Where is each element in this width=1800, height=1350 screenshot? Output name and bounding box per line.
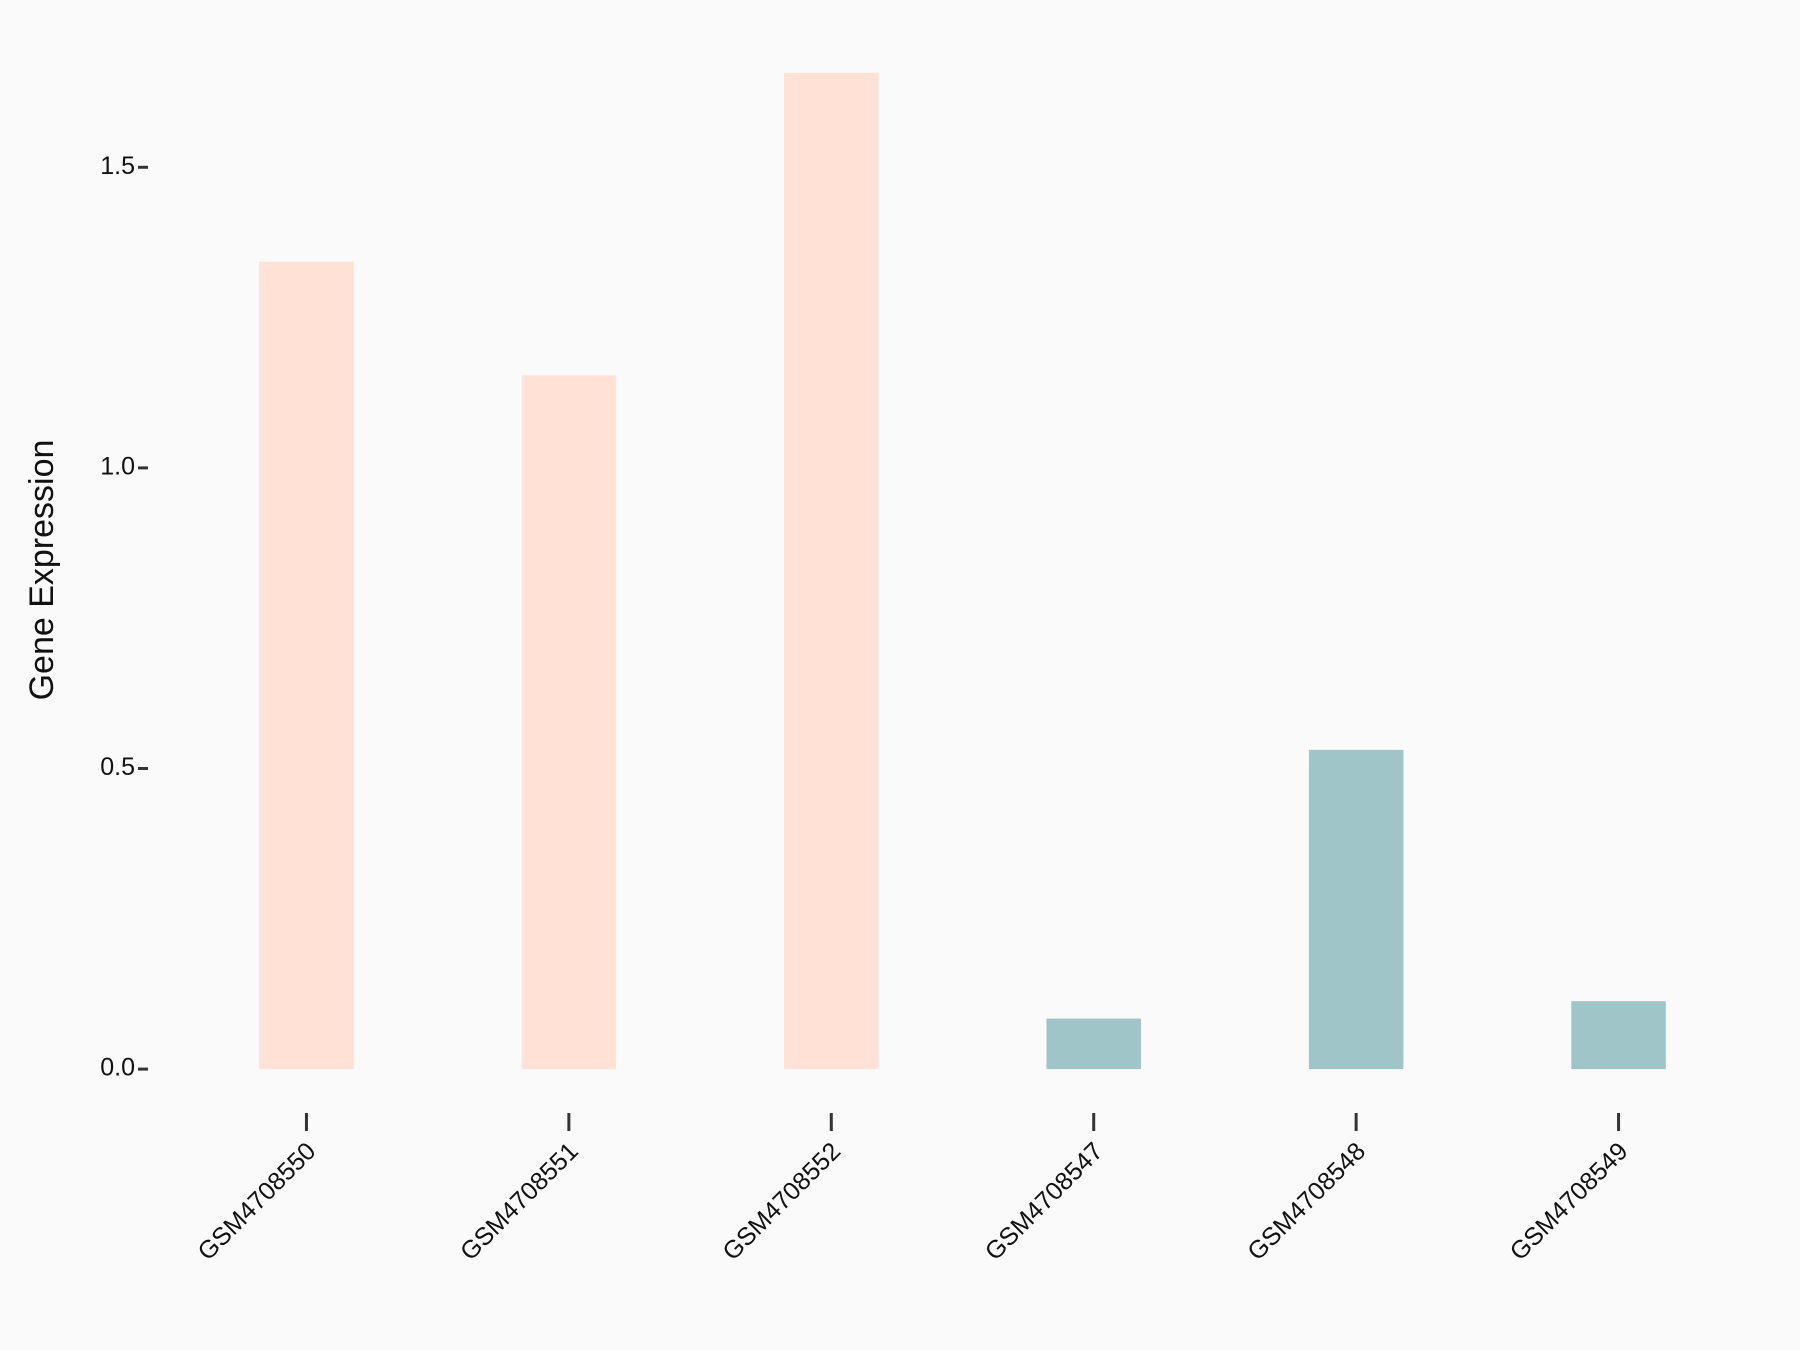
y-tick-label: 1.5 <box>100 152 135 180</box>
y-tick-label: 1.0 <box>100 453 135 481</box>
bar <box>1571 1001 1666 1070</box>
y-tick-label: 0.0 <box>100 1054 135 1082</box>
y-axis-title: Gene Expression <box>23 440 61 701</box>
bar <box>1308 749 1404 1070</box>
bar <box>521 375 617 1070</box>
y-tick-label: 0.5 <box>100 753 135 781</box>
bar <box>784 72 879 1070</box>
bar <box>259 261 354 1070</box>
bar <box>1046 1018 1141 1070</box>
